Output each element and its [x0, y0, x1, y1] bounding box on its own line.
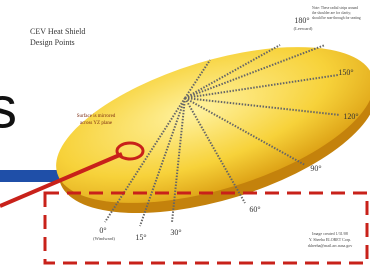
angle-label: 150°: [338, 68, 353, 77]
credit-line: Image created 1/31/08: [312, 231, 348, 236]
angle-label: 60°: [249, 205, 260, 214]
angle-label: 90°: [310, 164, 321, 173]
windward-label: (Windward): [93, 236, 115, 241]
credit: Image created 1/31/08 Y. Sheeha ELORET C…: [308, 231, 352, 248]
title-line: CEV Heat Shield: [30, 27, 85, 36]
slide-letter: s: [0, 75, 17, 140]
note-line: the shoulder are for clarity;: [312, 11, 351, 15]
angle-label: 0°: [99, 226, 106, 235]
title-line: Design Points: [30, 38, 75, 47]
credit-line: rkheeha@mail.arc.nasa.gov: [308, 243, 352, 248]
mirror-line: across YZ plane: [80, 121, 113, 126]
slide: s CEV Heat Shield Design Points 180° 150…: [0, 0, 370, 268]
angle-label: 15°: [135, 233, 146, 242]
note-line: should be non-through for seating: [312, 16, 361, 20]
credit-line: Y. Sheeha ELORET Corp.: [309, 237, 351, 242]
mirror-line: Surface is mirrored: [77, 114, 116, 119]
angle-label: 180°: [294, 16, 309, 25]
note-line: Note: These radial strips around: [312, 6, 358, 10]
angle-label: 30°: [170, 228, 181, 237]
angle-label: 120°: [343, 112, 358, 121]
leeward-label: (Leeward): [294, 26, 313, 31]
